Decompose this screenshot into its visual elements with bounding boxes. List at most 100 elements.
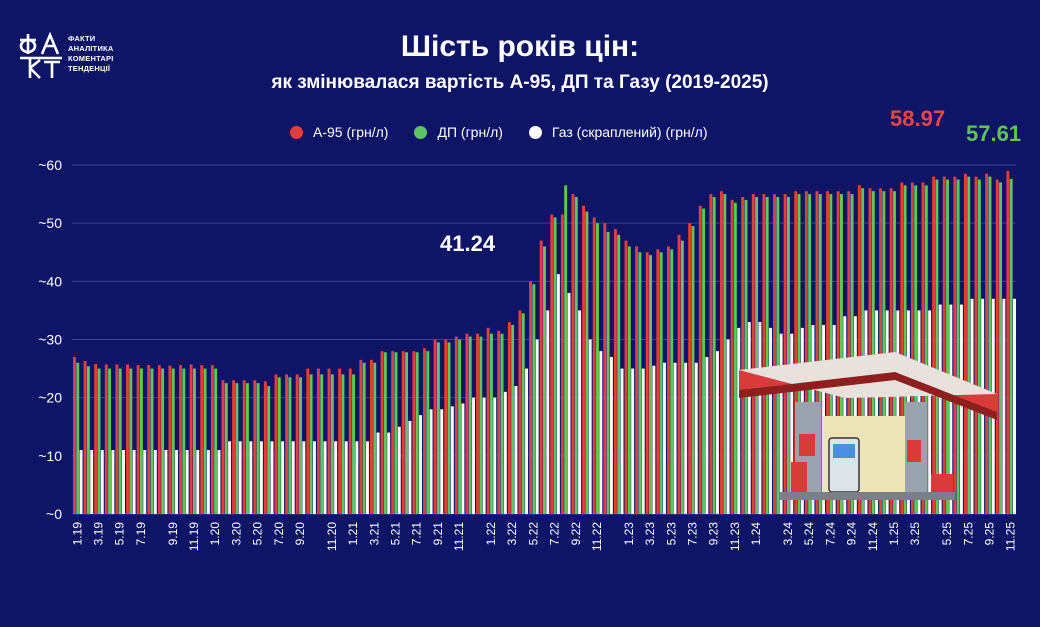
x-tick-label: 3.23 — [643, 522, 657, 546]
bar-dp — [670, 249, 674, 514]
x-tick-label: 1.25 — [887, 522, 901, 546]
bar-gas — [949, 304, 953, 514]
bar-gas — [875, 310, 879, 514]
x-tick-label: 9.20 — [293, 522, 307, 546]
bar-gas — [90, 450, 94, 514]
bar-a95 — [380, 351, 384, 514]
logo-text: ФАКТИ АНАЛІТИКА КОМЕНТАРІ ТЕНДЕНЦІЇ — [68, 34, 114, 73]
bar-a95 — [465, 333, 469, 514]
bar-gas — [599, 351, 603, 514]
bar-dp — [765, 196, 769, 515]
bar-gas — [355, 441, 359, 514]
bar-dp — [86, 366, 90, 514]
bar-dp — [150, 368, 154, 514]
bar-dp — [924, 185, 928, 515]
bar-gas — [429, 409, 433, 514]
bar-gas — [291, 441, 295, 514]
bar-a95 — [486, 327, 490, 514]
bar-gas — [132, 450, 136, 514]
bar-dp — [299, 377, 302, 514]
bar-gas — [843, 316, 847, 514]
bar-a95 — [953, 176, 957, 514]
bar-a95 — [868, 188, 872, 514]
bar-a95 — [221, 380, 225, 514]
bar-dp — [479, 336, 483, 514]
bar-gas — [503, 391, 507, 514]
bar-dp — [394, 352, 398, 514]
bar-gas — [440, 409, 444, 514]
bar-gas — [673, 362, 677, 514]
bar-a95 — [497, 330, 501, 514]
bar-a95 — [773, 194, 776, 514]
bar-dp — [797, 194, 801, 514]
bar-gas — [461, 403, 465, 514]
x-tick-label: 7.25 — [961, 522, 975, 546]
x-tick-label: 3.22 — [505, 522, 519, 546]
bar-gas — [323, 441, 327, 514]
legend-item-gas: Газ (скраплений) (грн/л) — [528, 124, 707, 140]
y-tick-label: ~40 — [38, 273, 62, 289]
bar-dp — [489, 333, 493, 514]
bar-a95 — [115, 364, 119, 514]
bar-a95 — [338, 368, 342, 514]
bar-gas — [302, 441, 306, 514]
bar-gas — [450, 406, 454, 514]
bar-gas — [122, 450, 125, 514]
bar-gas — [196, 450, 200, 514]
bar-dp — [352, 374, 355, 514]
bar-a95 — [921, 182, 925, 514]
bar-dp — [977, 179, 981, 515]
bar-gas — [376, 432, 380, 514]
bar-a95 — [189, 364, 193, 514]
bar-a95 — [295, 374, 299, 514]
bar-dp — [139, 368, 143, 514]
bar-dp — [829, 194, 833, 514]
bar-gas — [885, 310, 889, 514]
bar-dp — [161, 368, 165, 514]
bar-dp — [256, 383, 260, 515]
bar-a95 — [847, 191, 851, 514]
bar-a95 — [507, 322, 511, 514]
bar-a95 — [412, 351, 416, 514]
bar-gas — [567, 292, 571, 514]
bar-dp — [574, 196, 578, 515]
x-tick-label: 9.22 — [569, 522, 583, 546]
bar-dp — [76, 362, 80, 514]
gas-station-illustration — [739, 352, 997, 500]
x-tick-label: 7.23 — [685, 522, 699, 546]
bar-a95 — [974, 176, 978, 514]
x-tick-label: 3.19 — [92, 522, 106, 546]
bar-gas — [472, 397, 475, 514]
bar-dp — [373, 362, 377, 514]
bar-dp — [553, 217, 557, 514]
bar-dp — [511, 324, 515, 514]
bar-a95 — [104, 364, 108, 514]
bar-gas — [525, 368, 529, 514]
legend-item-a95: А-95 (грн/л) — [290, 124, 388, 140]
bar-dp — [436, 342, 440, 514]
bar-a95 — [348, 368, 352, 514]
bar-gas — [111, 450, 115, 514]
y-tick-label: ~20 — [38, 390, 62, 406]
bar-dp — [532, 284, 536, 514]
bar-a95 — [423, 348, 426, 514]
bar-dp — [723, 194, 727, 514]
bar-a95 — [253, 380, 257, 514]
bar-dp — [988, 176, 992, 514]
bar-dp — [680, 240, 684, 514]
bar-a95 — [433, 339, 437, 514]
bar-a95 — [741, 196, 745, 515]
bar-gas — [206, 450, 210, 514]
bar-gas — [153, 450, 157, 514]
y-tick-label: ~10 — [38, 448, 62, 464]
x-tick-label: 5.25 — [940, 522, 954, 546]
y-tick-label: ~0 — [46, 506, 62, 522]
x-tick-label: 1.20 — [208, 522, 222, 546]
bar-dp — [999, 182, 1003, 514]
bar-a95 — [879, 188, 883, 514]
y-axis-ticks: ~0 ~10 ~20 ~30 ~40 ~50 ~60 — [38, 157, 62, 522]
bar-a95 — [157, 365, 161, 514]
bar-dp — [543, 246, 546, 514]
x-tick-label: 3.20 — [229, 522, 243, 546]
